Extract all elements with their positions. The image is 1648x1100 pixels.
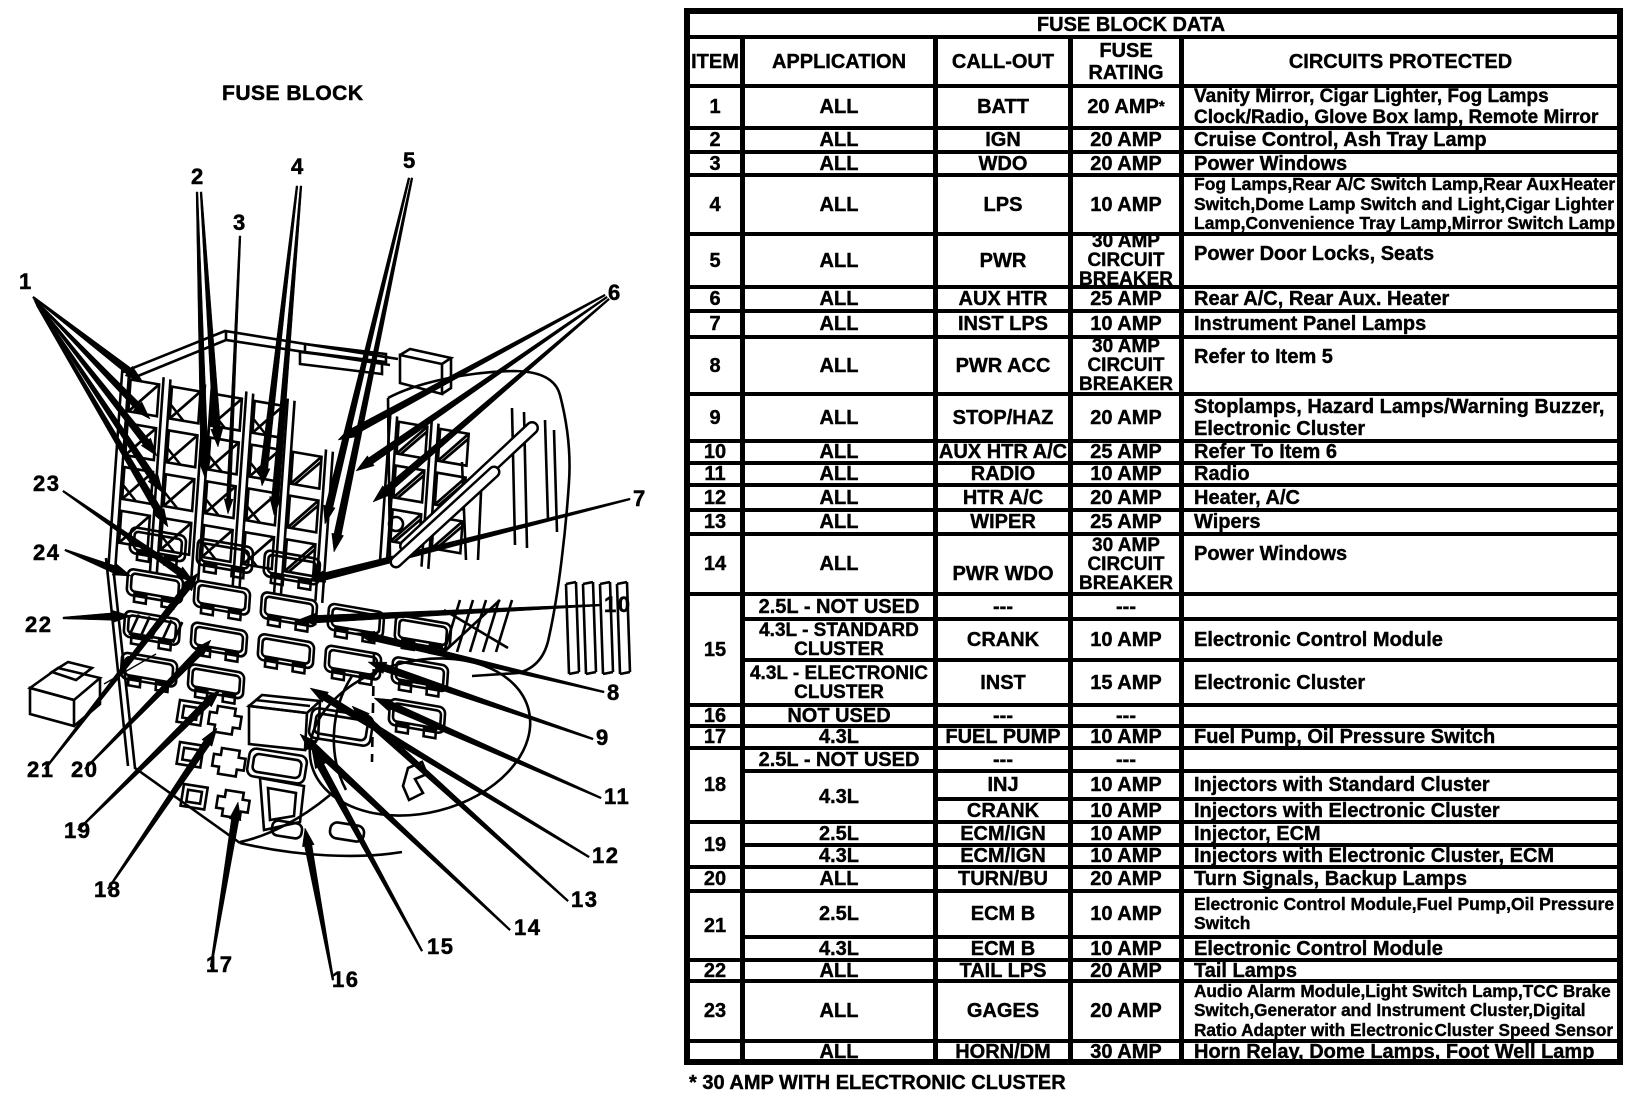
svg-text:16: 16 bbox=[332, 967, 359, 992]
svg-text:5: 5 bbox=[403, 148, 415, 173]
svg-text:9: 9 bbox=[596, 725, 608, 750]
svg-text:15: 15 bbox=[427, 934, 454, 959]
svg-text:2: 2 bbox=[191, 164, 203, 189]
svg-text:14: 14 bbox=[514, 915, 541, 940]
svg-text:18: 18 bbox=[94, 877, 121, 902]
svg-text:1: 1 bbox=[19, 269, 31, 294]
svg-text:21: 21 bbox=[27, 757, 54, 782]
svg-text:12: 12 bbox=[592, 843, 619, 868]
svg-text:3: 3 bbox=[233, 210, 245, 235]
svg-text:8: 8 bbox=[607, 680, 619, 705]
svg-text:23: 23 bbox=[33, 471, 60, 496]
svg-text:4: 4 bbox=[291, 154, 304, 179]
svg-text:17: 17 bbox=[206, 952, 233, 977]
svg-text:FUSE BLOCK: FUSE BLOCK bbox=[222, 82, 364, 105]
svg-text:13: 13 bbox=[571, 887, 598, 912]
svg-text:11: 11 bbox=[604, 784, 630, 809]
svg-text:24: 24 bbox=[33, 540, 60, 565]
svg-text:22: 22 bbox=[25, 612, 52, 637]
svg-text:6: 6 bbox=[608, 280, 620, 305]
svg-text:7: 7 bbox=[633, 486, 645, 511]
svg-text:20: 20 bbox=[71, 757, 98, 782]
